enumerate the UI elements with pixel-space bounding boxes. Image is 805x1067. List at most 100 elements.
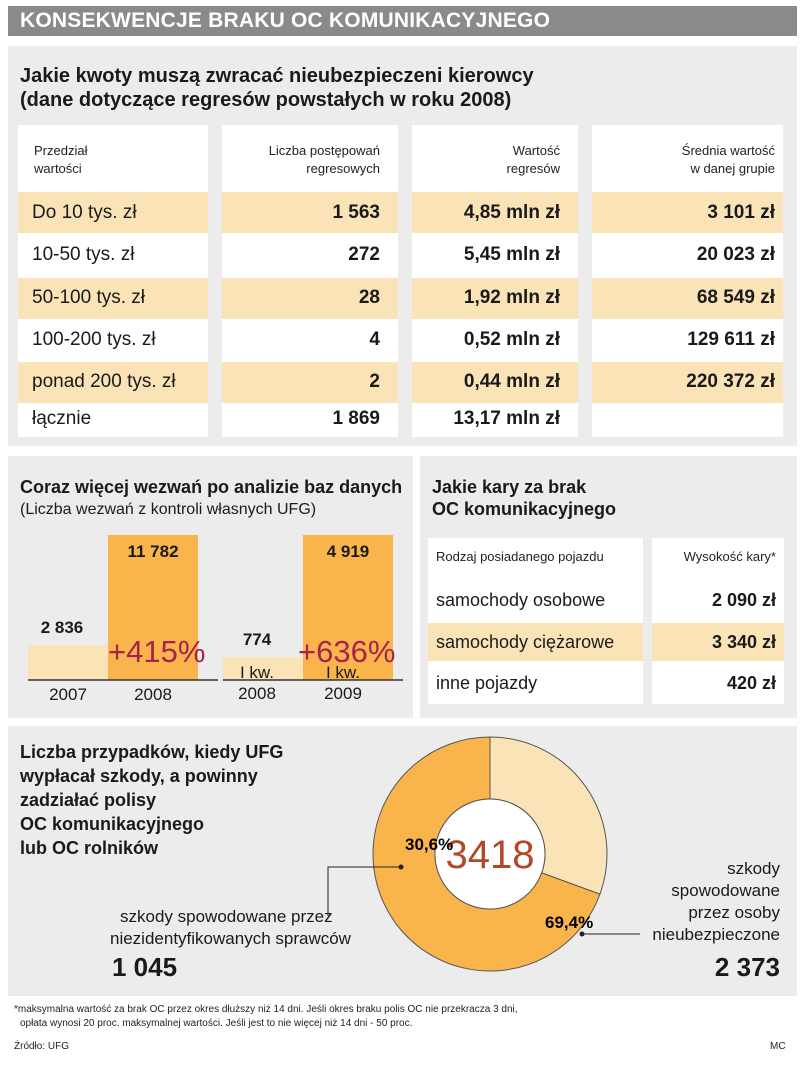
quarter-label-line: I kw. bbox=[325, 663, 360, 682]
header-value: Wartość regresów bbox=[420, 142, 560, 178]
cell-value: 5,45 mln zł bbox=[463, 244, 560, 265]
bars-subtitle: (Liczba wezwań z kontroli własnych UFG) bbox=[20, 501, 317, 518]
header-count: Liczba postępowań regresowych bbox=[230, 142, 380, 178]
quarter-label-line: 2008 bbox=[238, 684, 276, 703]
cell-range: 100-200 tys. zł bbox=[32, 329, 156, 350]
donut-percent-label: 30,6% bbox=[405, 835, 453, 854]
bar-i-kw.-2009 bbox=[303, 535, 393, 680]
donut-title-line: zadziałać polisy bbox=[20, 790, 157, 810]
donut-title-line: lub OC rolników bbox=[20, 838, 158, 858]
cell-count: 272 bbox=[348, 244, 380, 265]
bar-2008 bbox=[108, 535, 198, 680]
header-text: regresów bbox=[506, 161, 560, 176]
quarter-label-line: 2009 bbox=[324, 684, 362, 703]
penalties-title: Jakie kary za brak OC komunikacyjnego bbox=[432, 476, 616, 520]
left-slice-label-line: niezidentyfikowanych sprawców bbox=[110, 929, 351, 948]
cell-range: ponad 200 tys. zł bbox=[32, 371, 176, 392]
penalties-col2-bg bbox=[652, 538, 784, 704]
leader-dot bbox=[579, 931, 585, 937]
cell-range: łącznie bbox=[32, 408, 92, 429]
cell-avg: 20 023 zł bbox=[696, 244, 775, 265]
percent-change-label: +636% bbox=[298, 634, 395, 669]
col-sep bbox=[398, 125, 412, 437]
right-slice-label-line: szkody bbox=[727, 859, 780, 878]
regress-heading-line2: (dane dotyczące regresów powstałych w ro… bbox=[20, 89, 512, 111]
penalty-amount: 3 340 zł bbox=[711, 632, 776, 652]
col-sep bbox=[208, 125, 222, 437]
cell-avg: 220 372 zł bbox=[686, 371, 775, 392]
footnote: *maksymalna wartość za brak OC przez okr… bbox=[14, 1003, 518, 1031]
cell-range: 10-50 tys. zł bbox=[32, 244, 135, 265]
author: MC bbox=[770, 1041, 786, 1052]
footnote-line: *maksymalna wartość za brak OC przez okr… bbox=[14, 1004, 518, 1015]
penalties-title-line: OC komunikacyjnego bbox=[432, 499, 617, 519]
donut-title-line: OC komunikacyjnego bbox=[20, 814, 205, 834]
cell-value: 13,17 mln zł bbox=[453, 408, 560, 429]
row-shade bbox=[652, 623, 784, 661]
donut-center bbox=[434, 798, 546, 910]
cell-value: 1,92 mln zł bbox=[463, 287, 560, 308]
bars-title: Coraz więcej wezwań po analizie baz dany… bbox=[20, 477, 403, 497]
regress-heading: Jakie kwoty muszą zwracać nieubezpieczen… bbox=[20, 64, 534, 112]
cell-range: 50-100 tys. zł bbox=[32, 287, 145, 308]
penalties-title-line: Jakie kary za brak bbox=[432, 477, 587, 497]
penalty-type: samochody ciężarowe bbox=[436, 632, 615, 652]
cell-value: 4,85 mln zł bbox=[463, 202, 560, 223]
cell-avg: 3 101 zł bbox=[707, 202, 775, 223]
cell-value: 0,52 mln zł bbox=[463, 329, 560, 350]
cell-count: 28 bbox=[358, 287, 380, 308]
donut-total: 3418 bbox=[446, 833, 535, 877]
penalty-type: samochody osobowe bbox=[436, 590, 606, 610]
left-slice-value: 1 045 bbox=[112, 952, 178, 982]
year-label: 2007 bbox=[49, 685, 87, 704]
cell-count: 4 bbox=[369, 329, 380, 350]
penalties-col1-header: Rodzaj posiadanego pojazdu bbox=[436, 549, 604, 564]
header-avg: Średnia wartość w danej grupie bbox=[600, 142, 775, 178]
year-label: 2008 bbox=[134, 685, 172, 704]
right-slice-value: 2 373 bbox=[714, 952, 780, 982]
cell-count: 1 563 bbox=[332, 202, 380, 223]
year-label: I kw. 2008 bbox=[222, 662, 292, 704]
header-text: Średnia wartość bbox=[681, 143, 775, 158]
right-slice-label-line: przez osoby bbox=[688, 903, 780, 922]
leader-dot bbox=[398, 864, 404, 870]
cell-value: 0,44 mln zł bbox=[463, 371, 560, 392]
regress-heading-line1: Jakie kwoty muszą zwracać nieubezpieczen… bbox=[20, 65, 534, 87]
header-text: Wartość bbox=[512, 143, 560, 158]
donut-title: Liczba przypadków, kiedy UFG wypłacał sz… bbox=[20, 740, 283, 860]
bar-chart: 2 836 11 782 +415% 774 4 919 +636% bbox=[28, 535, 403, 681]
right-slice-label: szkody spowodowane przez osoby nieubezpi… bbox=[620, 858, 780, 946]
cell-avg: 68 549 zł bbox=[696, 287, 775, 308]
right-slice-label-line: nieubezpieczone bbox=[652, 925, 780, 944]
bar-2007 bbox=[28, 645, 108, 680]
bar-i-kw.-2008 bbox=[223, 657, 303, 680]
main-title: KONSEKWENCJE BRAKU OC KOMUNIKACYJNEGO bbox=[8, 6, 797, 36]
right-slice-label-line: spowodowane bbox=[671, 881, 780, 900]
bar-value-label: 4 919 bbox=[327, 542, 370, 561]
header-text: Liczba postępowań bbox=[268, 143, 380, 158]
left-slice-label-line: szkody spowodowane przez bbox=[120, 907, 333, 926]
header-text: wartości bbox=[34, 161, 82, 176]
donut-title-line: Liczba przypadków, kiedy UFG bbox=[20, 742, 284, 762]
penalty-type: inne pojazdy bbox=[436, 673, 538, 693]
year-label: I kw. 2009 bbox=[303, 662, 383, 704]
cell-count: 1 869 bbox=[332, 408, 380, 429]
header-text: Przedział bbox=[34, 143, 88, 158]
leader-line bbox=[327, 866, 401, 916]
footnote-line: opłata wynosi 20 proc. maksymalnej warto… bbox=[20, 1018, 413, 1029]
col-sep bbox=[578, 125, 592, 437]
penalties-col2-header: Wysokość kary* bbox=[683, 549, 776, 564]
bar-value-label: 774 bbox=[243, 630, 272, 649]
percent-change-label: +415% bbox=[108, 634, 205, 669]
donut-title-line: wypłacał szkody, a powinny bbox=[20, 766, 258, 786]
header-text: w danej grupie bbox=[690, 161, 775, 176]
penalties-col1-bg bbox=[428, 538, 643, 704]
quarter-label-line: I kw. bbox=[239, 663, 274, 682]
penalty-amount: 420 zł bbox=[726, 673, 776, 693]
penalty-amount: 2 090 zł bbox=[711, 590, 776, 610]
cell-avg: 129 611 zł bbox=[687, 329, 775, 350]
bar-value-label: 2 836 bbox=[41, 618, 84, 637]
left-slice-label: szkody spowodowane przez niezidentyfikow… bbox=[110, 906, 351, 950]
source: Źródło: UFG bbox=[14, 1041, 70, 1052]
